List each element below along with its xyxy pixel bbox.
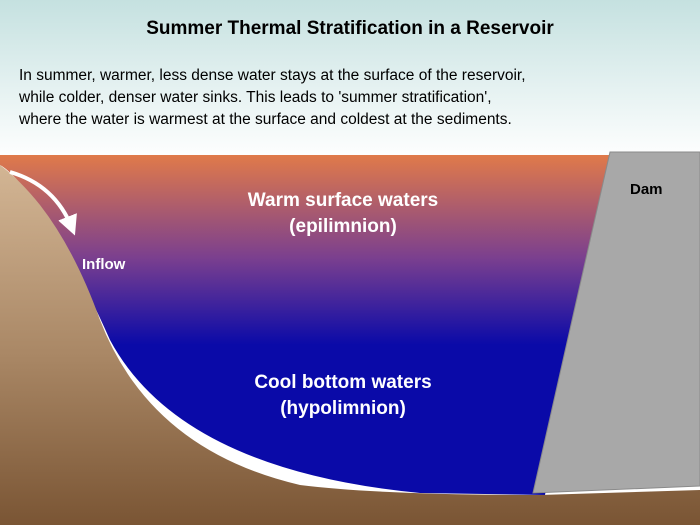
description-line: while colder, denser water sinks. This l… bbox=[19, 89, 492, 106]
dam-structure bbox=[532, 151, 700, 494]
epilimnion-term: (epilimnion) bbox=[289, 216, 397, 237]
hypolimnion-title: Cool bottom waters bbox=[254, 372, 432, 393]
hypolimnion-label: Cool bottom waters (hypolimnion) bbox=[218, 370, 468, 422]
description-line: In summer, warmer, less dense water stay… bbox=[19, 67, 526, 84]
diagram-title: Summer Thermal Stratification in a Reser… bbox=[146, 18, 554, 39]
inflow-arrow bbox=[9, 170, 77, 236]
hypolimnion-term: (hypolimnion) bbox=[280, 398, 406, 419]
dam-label: Dam bbox=[630, 181, 663, 198]
description-line: where the water is warmest at the surfac… bbox=[19, 111, 512, 128]
epilimnion-label: Warm surface waters (epilimnion) bbox=[218, 188, 468, 240]
ground-terrain bbox=[0, 165, 700, 525]
description-text: In summer, warmer, less dense water stay… bbox=[19, 65, 619, 131]
epilimnion-title: Warm surface waters bbox=[247, 190, 439, 211]
water-body bbox=[0, 155, 610, 495]
sky-background bbox=[0, 0, 700, 160]
inflow-label: Inflow bbox=[82, 256, 126, 273]
